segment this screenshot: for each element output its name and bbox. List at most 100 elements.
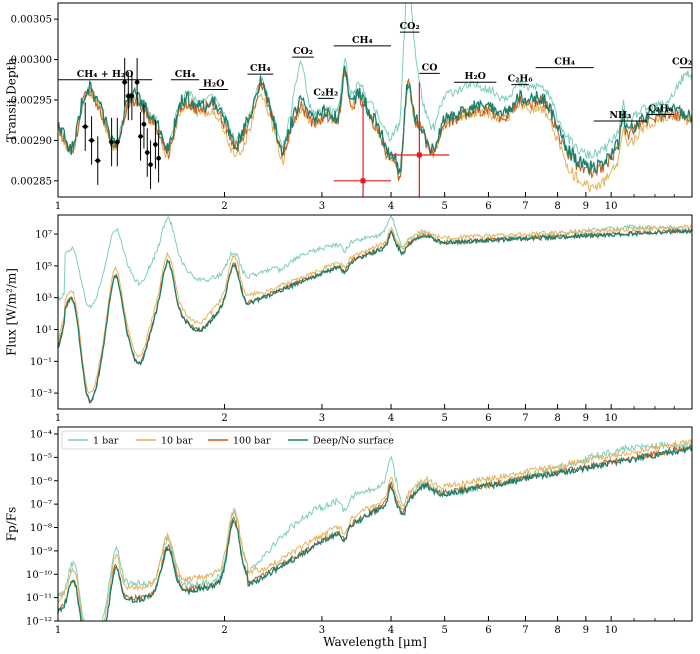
series-line-10bar-panel-2: [58, 438, 692, 621]
obs-point: [153, 142, 158, 147]
xtick-label: 3: [319, 625, 325, 636]
annotation-label: CO₂: [400, 21, 420, 32]
obs-point: [134, 79, 140, 85]
panel-1-series: [58, 215, 692, 404]
ytick-label: 0.00285: [11, 176, 52, 187]
panel-2-series: [58, 438, 692, 621]
axes-frame-panel-2: [57, 426, 693, 622]
legend-label-10bar: 10 bar: [161, 436, 193, 447]
xtick-label: 10: [605, 201, 618, 212]
annotation-label: C₂H₆: [508, 74, 533, 85]
ytick-label: 10⁻⁷: [30, 500, 52, 511]
annotation-label: CH₄: [175, 69, 196, 80]
legend: 1 bar 10 bar 100 bar Deep/No surface: [61, 430, 394, 450]
annotation-label: CH₄: [352, 35, 373, 46]
xtick-label: 2: [221, 625, 227, 636]
obs-point: [95, 158, 101, 163]
xtick-label: 9: [583, 201, 589, 212]
annotation-label: H₂O: [203, 78, 224, 89]
legend-label-100bar: 100 bar: [233, 436, 271, 447]
xtick-label: 3: [319, 201, 325, 212]
xtick-label: 5: [441, 201, 447, 212]
series-line-100bar-panel-0: [58, 66, 692, 181]
annotation-label: NH₃: [609, 110, 631, 121]
series-line-10bar-panel-1: [58, 223, 692, 394]
ytick-label: 10⁻¹⁰: [26, 570, 52, 581]
obs-point: [138, 134, 143, 139]
series-line-100bar-panel-2: [58, 444, 692, 621]
axes-frame-panel-1: [57, 214, 693, 410]
ytick-label: 10⁵: [35, 261, 52, 272]
obs-point: [141, 121, 147, 127]
ytick-label: 10³: [35, 293, 52, 304]
xtick-label: 5: [441, 625, 447, 636]
obs-point: [89, 138, 94, 143]
xtick-label: 4: [388, 625, 394, 636]
annotation-label: CO₂: [672, 57, 692, 68]
xtick-label: 7: [522, 625, 528, 636]
obs-red-point: [416, 152, 422, 158]
ytick-label: 0.00295: [11, 96, 52, 107]
series-line-deep-panel-2: [58, 446, 692, 621]
xtick-label: 4: [388, 201, 394, 212]
ytick-label: 10⁷: [35, 230, 52, 241]
xtick-label: 1: [55, 625, 61, 636]
ytick-label: 10⁻¹²: [26, 617, 52, 628]
annotation-label: H₂O: [464, 71, 485, 82]
obs-point: [126, 93, 131, 99]
annotation-label: CO: [422, 62, 438, 73]
xtick-label: 4: [388, 413, 394, 424]
obs-point: [109, 139, 114, 145]
ytick-label: 10⁻⁶: [30, 476, 52, 487]
ytick-label: 10⁻⁹: [30, 546, 52, 557]
ylabel-middle: Flux [W/m²/m]: [5, 268, 19, 356]
xtick-label: 10: [605, 625, 618, 636]
obs-point: [156, 155, 161, 161]
xtick-label: 7: [522, 201, 528, 212]
ytick-label: 10⁻⁵: [30, 453, 52, 464]
legend-label-deep: Deep/No surface: [313, 436, 394, 447]
xtick-label: 10: [605, 413, 618, 424]
series-line-1bar-panel-0: [58, 3, 692, 160]
annotation-label: C₂H₂: [313, 87, 338, 98]
obs-point: [144, 150, 150, 155]
xtick-label: 8: [554, 413, 560, 424]
xlabel-bottom: Wavelength [μm]: [323, 635, 427, 649]
annotation-label: CH₄: [250, 63, 271, 74]
series-line-1bar-panel-2: [58, 441, 692, 621]
xtick-label: 3: [319, 413, 325, 424]
xtick-label: 9: [583, 625, 589, 636]
ytick-label: 0.00305: [11, 15, 52, 26]
annotation-label: CH₄: [554, 57, 575, 68]
annotation-label: CH₄ + H₂O: [77, 69, 134, 80]
obs-point: [148, 162, 153, 167]
xtick-label: 7: [522, 413, 528, 424]
legend-label-1bar: 1 bar: [93, 436, 119, 447]
ylabel-bottom: Fp/Fs: [5, 507, 19, 542]
ytick-label: 10¹: [35, 325, 52, 336]
xtick-label: 9: [583, 413, 589, 424]
xtick-label: 6: [485, 413, 491, 424]
ytick-label: 0.00290: [11, 136, 52, 147]
obs-red-point: [360, 178, 366, 184]
ylabel-top: Transit Depth: [5, 58, 19, 142]
annotation-label: CO₂: [293, 46, 313, 57]
annotation-label: C₂H₆: [648, 104, 673, 115]
panel-0-series: [58, 3, 692, 193]
series-line-deep-panel-0: [58, 65, 692, 175]
xtick-label: 5: [441, 413, 447, 424]
obs-point: [115, 139, 120, 145]
ytick-label: 10⁻¹: [30, 357, 52, 368]
xtick-label: 2: [221, 413, 227, 424]
xtick-label: 8: [554, 625, 560, 636]
ytick-label: 0.00300: [11, 55, 52, 66]
ytick-label: 10⁻⁸: [30, 523, 52, 534]
ytick-label: 10⁻¹¹: [26, 593, 52, 604]
xtick-label: 2: [221, 201, 227, 212]
ytick-label: 10⁻⁴: [30, 430, 52, 441]
xtick-label: 6: [485, 625, 491, 636]
xtick-label: 1: [55, 201, 61, 212]
xtick-label: 1: [55, 413, 61, 424]
obs-point: [129, 93, 135, 99]
